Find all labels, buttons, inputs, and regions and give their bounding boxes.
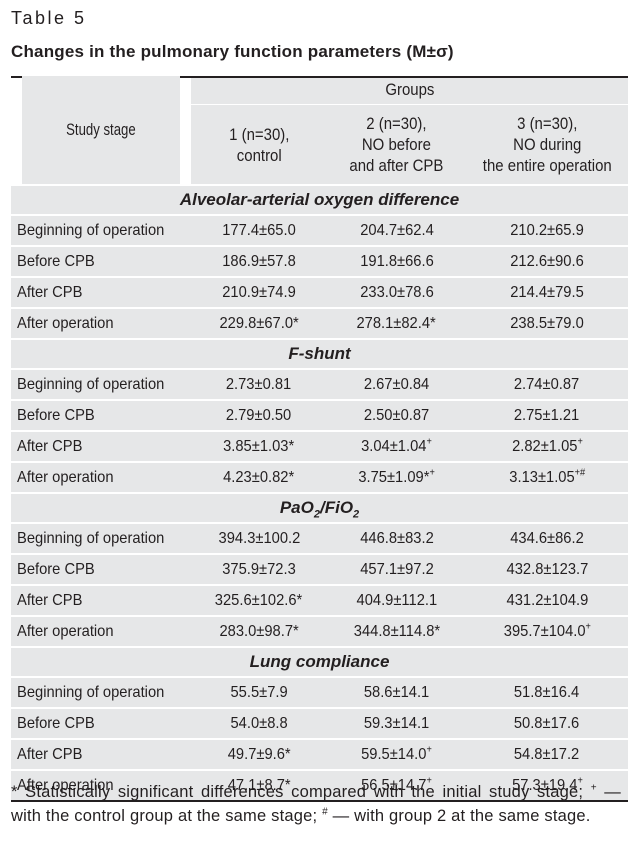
cell-group-1: 55.5±7.9 — [191, 676, 327, 708]
cell-group-2: 59.5±14.0+ — [327, 738, 466, 770]
cell-group-2: 2.50±0.87 — [327, 399, 466, 431]
table-row: After CPB 325.6±102.6* 404.9±112.1 431.2±10… — [11, 584, 629, 616]
cell-group-2: 278.1±82.4* — [327, 307, 466, 339]
cell-group-1: 394.3±100.2 — [191, 522, 327, 554]
cell-group-3: 54.8±17.2 — [466, 738, 629, 770]
cell-stage: After operation — [11, 307, 191, 339]
cell-group-1: 177.4±65.0 — [191, 214, 327, 246]
cell-group-3: 431.2±104.9 — [466, 584, 629, 616]
cell-group-1: 210.9±74.9 — [191, 276, 327, 308]
cell-stage: Before CPB — [11, 245, 191, 277]
cell-stage: Beginning of operation — [11, 214, 191, 246]
cell-group-1: 47.1±8.7* — [191, 769, 327, 800]
table-row: Before CPB 54.0±8.8 59.3±14.1 50.8±17.6 — [11, 707, 629, 739]
cell-group-2: 56.5±14.7+ — [327, 769, 466, 800]
cell-group-2: 446.8±83.2 — [327, 522, 466, 554]
table-footnote: * Statistically significant differences … — [11, 780, 621, 828]
cell-group-2: 233.0±78.6 — [327, 276, 466, 308]
section-title: PaO2/FiO2 — [11, 492, 629, 523]
table-row: After CPB 3.85±1.03* 3.04±1.04+ 2.82±1.05+ — [11, 430, 629, 462]
table-row: Beginning of operation 177.4±65.0 204.7±62… — [11, 214, 629, 246]
cell-group-2: 59.3±14.1 — [327, 707, 466, 739]
cell-stage: After CPB — [11, 584, 191, 616]
table-row: Before CPB 186.9±57.8 191.8±66.6 212.6±90.6 — [11, 245, 629, 277]
cell-group-1: 375.9±72.3 — [191, 553, 327, 585]
cell-group-2: 191.8±66.6 — [327, 245, 466, 277]
cell-stage: After operation — [11, 615, 191, 647]
cell-group-1: 2.73±0.81 — [191, 368, 327, 400]
header-study-stage: Study stage — [21, 76, 181, 185]
cell-group-3: 238.5±79.0 — [466, 307, 629, 339]
table-row: After operation 47.1±8.7* 56.5±14.7+ 57.3±1… — [11, 769, 629, 800]
cell-group-2: 344.8±114.8* — [327, 615, 466, 647]
cell-group-2: 457.1±97.2 — [327, 553, 466, 585]
header-groups: Groups — [191, 76, 629, 105]
table-row: After CPB 49.7±9.6* 59.5±14.0+ 54.8±17.2 — [11, 738, 629, 770]
cell-group-1: 325.6±102.6* — [191, 584, 327, 616]
cell-group-1: 2.79±0.50 — [191, 399, 327, 431]
table-caption: Table 5 — [11, 8, 87, 28]
cell-group-2: 3.75±1.09*+ — [327, 461, 466, 493]
footnote-text: * Statistically significant differences … — [11, 782, 622, 825]
cell-group-2: 2.67±0.84 — [327, 368, 466, 400]
cell-stage: After CPB — [11, 430, 191, 462]
section-title: Lung compliance — [11, 646, 629, 677]
cell-group-3: 2.74±0.87 — [466, 368, 629, 400]
cell-group-2: 3.04±1.04+ — [327, 430, 466, 462]
header-group-2: 2 (n=30), NO before and after CPB — [327, 104, 466, 185]
table-row: After operation 4.23±0.82* 3.75±1.09*+ 3.13… — [11, 461, 629, 493]
cell-group-1: 3.85±1.03* — [191, 430, 327, 462]
cell-group-3: 214.4±79.5 — [466, 276, 629, 308]
cell-group-3: 51.8±16.4 — [466, 676, 629, 708]
cell-group-3: 434.6±86.2 — [466, 522, 629, 554]
pulmonary-function-table: Study stage Groups 1 (n=30), control 2 (n… — [11, 76, 629, 800]
cell-group-3: 3.13±1.05+# — [466, 461, 629, 493]
data-table-container: Study stage Groups 1 (n=30), control 2 (n… — [11, 76, 629, 802]
cell-group-3: 395.7±104.0+ — [466, 615, 629, 647]
cell-group-3: 210.2±65.9 — [466, 214, 629, 246]
cell-group-2: 404.9±112.1 — [327, 584, 466, 616]
cell-stage: Before CPB — [11, 553, 191, 585]
header-group-1: 1 (n=30), control — [191, 104, 327, 185]
cell-stage: Beginning of operation — [11, 368, 191, 400]
table-title: Changes in the pulmonary function parame… — [11, 42, 454, 61]
cell-group-3: 212.6±90.6 — [466, 245, 629, 277]
table-bottom-rule — [11, 800, 628, 802]
cell-stage: After operation — [11, 461, 191, 493]
cell-stage: After CPB — [11, 276, 191, 308]
cell-group-1: 4.23±0.82* — [191, 461, 327, 493]
cell-stage: After CPB — [11, 738, 191, 770]
table-row: Beginning of operation 394.3±100.2 446.8±8… — [11, 522, 629, 554]
table-row: Beginning of operation 55.5±7.9 58.6±14.1 5… — [11, 676, 629, 708]
section-title: Alveolar-arterial oxygen difference — [11, 184, 629, 215]
table-top-rule — [11, 76, 628, 78]
table-row: Before CPB 2.79±0.50 2.50±0.87 2.75±1.21 — [11, 399, 629, 431]
cell-group-3: 2.75±1.21 — [466, 399, 629, 431]
cell-group-3: 2.82±1.05+ — [466, 430, 629, 462]
cell-group-1: 283.0±98.7* — [191, 615, 327, 647]
table-row: After operation 229.8±67.0* 278.1±82.4* 238… — [11, 307, 629, 339]
cell-group-2: 58.6±14.1 — [327, 676, 466, 708]
table-row: Before CPB 375.9±72.3 457.1±97.2 432.8±123.… — [11, 553, 629, 585]
cell-stage: Beginning of operation — [11, 522, 191, 554]
cell-stage: Beginning of operation — [11, 676, 191, 708]
table-row: After operation 283.0±98.7* 344.8±114.8* 39… — [11, 615, 629, 647]
cell-group-2: 204.7±62.4 — [327, 214, 466, 246]
cell-group-1: 49.7±9.6* — [191, 738, 327, 770]
cell-stage: After operation — [11, 769, 191, 800]
cell-stage: Before CPB — [11, 399, 191, 431]
cell-group-3: 50.8±17.6 — [466, 707, 629, 739]
cell-stage: Before CPB — [11, 707, 191, 739]
table-row: After CPB 210.9±74.9 233.0±78.6 214.4±79.5 — [11, 276, 629, 308]
section-title: F-shunt — [11, 338, 629, 369]
cell-group-1: 186.9±57.8 — [191, 245, 327, 277]
cell-group-1: 54.0±8.8 — [191, 707, 327, 739]
header-group-3: 3 (n=30), NO during the entire operation — [466, 104, 629, 185]
cell-group-3: 57.3±19.4+ — [466, 769, 629, 800]
cell-group-3: 432.8±123.7 — [466, 553, 629, 585]
cell-group-1: 229.8±67.0* — [191, 307, 327, 339]
table-row: Beginning of operation 2.73±0.81 2.67±0.84… — [11, 368, 629, 400]
